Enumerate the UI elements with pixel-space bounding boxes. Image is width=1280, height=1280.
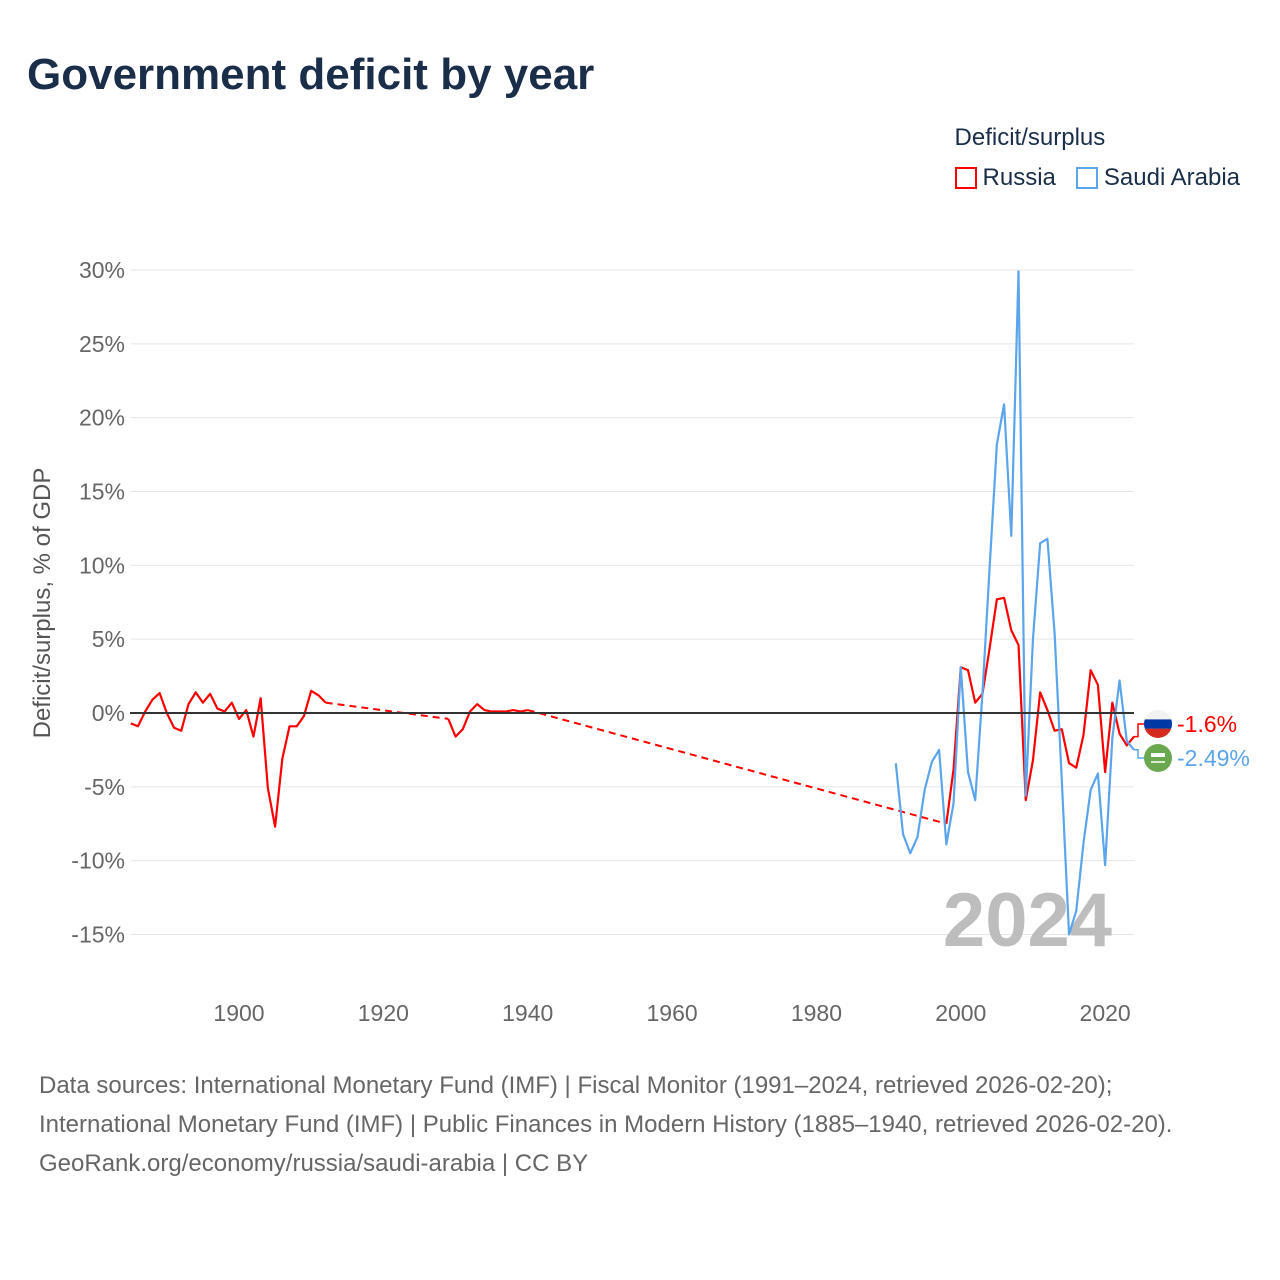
flag-circle (1144, 744, 1172, 772)
x-tick-label: 1920 (358, 1000, 409, 1026)
y-tick-label: -10% (71, 848, 125, 874)
legend-label: Russia (982, 164, 1056, 191)
chart-title: Government deficit by year (27, 50, 595, 99)
x-tick-label: 1940 (502, 1000, 553, 1026)
x-tick-label: 1980 (791, 1000, 842, 1026)
y-tick-label: -5% (84, 774, 125, 800)
legend-swatch-russia (954, 167, 977, 189)
end-label-russia: -1.6% (1177, 711, 1237, 737)
footer: Data sources: International Monetary Fun… (39, 1066, 1239, 1183)
x-tick-label: 1900 (213, 1000, 264, 1026)
russia-flag-icon (1144, 710, 1172, 738)
gridlines (130, 269, 1134, 935)
series-line-russia (447, 703, 528, 738)
y-tick-label: 5% (92, 626, 125, 652)
series-lines (130, 270, 1135, 936)
line-chart: -15%-10%-5%0%5%10%15%20%25%30% 1900 1920 1… (29, 257, 1250, 1026)
series-gap-russia (527, 709, 947, 825)
y-axis-ticks: -15% -10% -5% 0% 5% 10% 15% 20% 25% 30% (71, 257, 125, 948)
end-label-saudi-arabia: -2.49% (1177, 745, 1250, 771)
x-tick-label: 2020 (1080, 1000, 1131, 1026)
series-line-russia (130, 689, 327, 828)
x-axis-ticks: 1900 1920 1940 1960 1980 2000 2020 (213, 1000, 1130, 1026)
series-russia (130, 596, 1135, 828)
y-tick-label: 15% (79, 479, 125, 505)
legend-label: Saudi Arabia (1103, 164, 1240, 191)
y-tick-label: 10% (79, 552, 125, 578)
data-sources: Data sources: International Monetary Fun… (39, 1072, 1173, 1138)
current-year-watermark: 2024 (943, 878, 1112, 963)
flag-script (1151, 753, 1165, 757)
y-axis-label: Deficit/surplus, % of GDP (29, 468, 56, 739)
y-tick-label: 30% (79, 257, 125, 283)
legend-item-saudi-arabia[interactable]: Saudi Arabia (1075, 164, 1240, 192)
series-line-russia (945, 596, 1135, 824)
y-tick-label: 20% (79, 405, 125, 431)
end-connector-saudi-arabia (1134, 749, 1144, 759)
legend: Deficit/surplus Russia Saudi Arabia (954, 124, 1240, 192)
y-tick-label: 0% (92, 700, 125, 726)
flag-stripe-blue (1144, 719, 1172, 729)
legend-title: Deficit/surplus (954, 124, 1106, 151)
end-connector-russia (1134, 723, 1144, 738)
x-tick-label: 2000 (935, 1000, 986, 1026)
y-tick-label: 25% (79, 331, 125, 357)
legend-item-russia[interactable]: Russia (954, 164, 1056, 192)
x-tick-label: 1960 (646, 1000, 697, 1026)
legend-swatch-saudi-arabia (1075, 167, 1098, 189)
flag-stripe-white (1144, 710, 1172, 720)
series-saudi-arabia (894, 270, 1135, 936)
series-gap-russia (325, 701, 449, 720)
end-labels: -1.6% -2.49% (1134, 710, 1250, 772)
saudi-arabia-flag-icon (1144, 744, 1172, 772)
series-line-saudi-arabia (894, 270, 1135, 936)
y-tick-label: -15% (71, 922, 125, 948)
credit-link[interactable]: GeoRank.org/economy/russia/saudi-arabia … (39, 1150, 589, 1177)
flag-stripe-red (1144, 728, 1172, 738)
